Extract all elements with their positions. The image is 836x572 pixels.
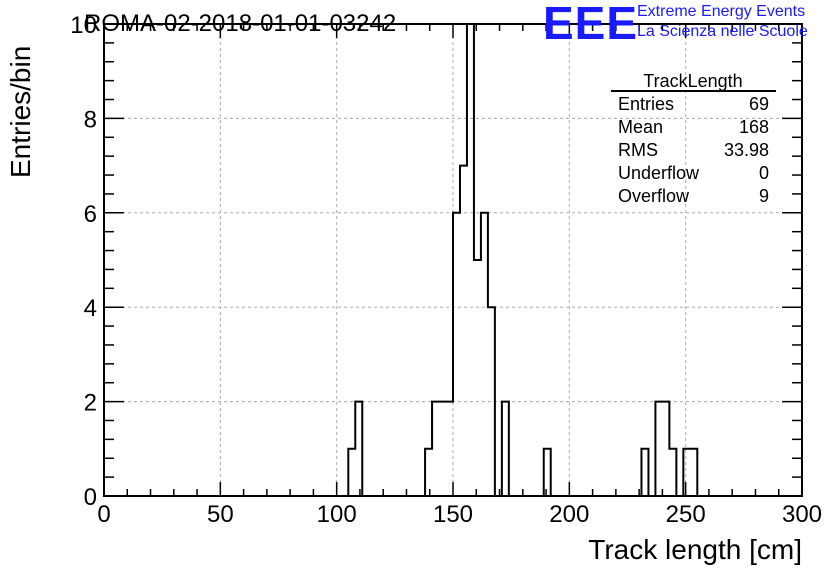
stats-row-label: RMS <box>618 140 658 160</box>
x-tick-label: 50 <box>207 501 234 528</box>
stats-row-label: Entries <box>618 94 674 114</box>
axis-ticks <box>103 23 803 497</box>
stats-row-value: 33.98 <box>724 140 769 160</box>
stats-title: TrackLength <box>643 71 742 91</box>
y-axis-label: Entries/bin <box>5 46 36 178</box>
stats-box: TrackLength Entries 69 Mean 168 RMS 33.98 Unde… <box>611 71 776 206</box>
y-tick-label: 2 <box>84 390 97 417</box>
stats-row-label: Underflow <box>618 163 700 183</box>
x-tick-label: 100 <box>317 501 357 528</box>
x-tick-label: 0 <box>97 501 110 528</box>
eee-tagline-line2: La Scienza nelle Scuole <box>637 23 808 40</box>
axis-tick-labels: 0 50 100 150 200 250 300 0 2 4 6 8 10 <box>70 12 822 528</box>
y-tick-label: 4 <box>84 295 97 322</box>
y-tick-label: 0 <box>84 484 97 511</box>
eee-logo: EEE <box>543 0 639 49</box>
stats-row-label: Overflow <box>618 186 690 206</box>
eee-tagline: Extreme Energy Events La Scienza nelle S… <box>637 2 808 42</box>
x-tick-label: 150 <box>433 501 473 528</box>
run-title: ROMA-02-2018-01-01-03242 <box>84 10 397 37</box>
y-tick-label: 8 <box>84 106 97 133</box>
y-tick-label: 6 <box>84 201 97 228</box>
stats-row-label: Mean <box>618 117 663 137</box>
eee-tagline-line1: Extreme Energy Events <box>637 3 806 20</box>
stats-row-value: 0 <box>759 163 769 183</box>
x-tick-label: 300 <box>782 501 822 528</box>
histogram-outline <box>104 23 802 497</box>
stats-rows: Entries 69 Mean 168 RMS 33.98 Underflow 0 Overfl… <box>618 94 769 206</box>
stats-row-value: 69 <box>749 94 769 114</box>
stats-row-value: 168 <box>739 117 769 137</box>
x-tick-label: 200 <box>549 501 589 528</box>
y-tick-label: 10 <box>70 12 97 39</box>
x-tick-label: 250 <box>666 501 706 528</box>
stats-row-value: 9 <box>759 186 769 206</box>
x-axis-label: Track length [cm] <box>588 534 802 565</box>
